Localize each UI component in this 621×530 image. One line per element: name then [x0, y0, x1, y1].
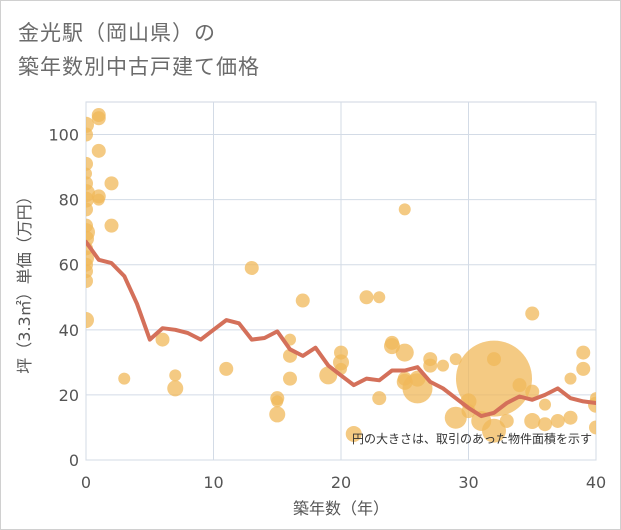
bubble-point	[525, 384, 540, 399]
x-tick-label: 10	[203, 473, 223, 492]
bubble-point	[167, 380, 184, 397]
title-line-2: 築年数別中古戸建て価格	[18, 55, 260, 79]
bubble-point	[437, 359, 449, 372]
bubble-point	[86, 312, 94, 329]
y-tick-label: 40	[59, 321, 79, 340]
bubble-point	[86, 202, 93, 217]
bubble-point	[384, 338, 400, 355]
bubble-point	[283, 371, 297, 386]
bubble-point	[92, 193, 105, 206]
bubble-point	[155, 332, 170, 347]
bubble-point	[169, 369, 182, 382]
x-axis-title: 築年数（年）	[293, 499, 389, 518]
title-line-1: 金光駅（岡山県）の	[18, 21, 216, 45]
y-tick-label: 80	[59, 191, 79, 210]
bubble-point	[563, 410, 578, 425]
bubble-point	[444, 406, 467, 429]
bubble-point	[550, 413, 565, 428]
bubble-point	[359, 290, 374, 305]
x-tick-label: 0	[81, 473, 91, 492]
bubble-point	[91, 143, 106, 158]
bubble-point	[512, 378, 527, 393]
bubble-point	[564, 372, 577, 385]
bubble-point	[345, 425, 362, 442]
bubble-point	[269, 406, 286, 423]
bubble-point	[449, 353, 462, 366]
bubble-point	[538, 417, 552, 432]
bubble-point	[539, 398, 551, 411]
bubble-point	[104, 218, 119, 233]
x-tick-label: 40	[586, 473, 606, 492]
bubble-point	[482, 418, 506, 443]
bubble-point	[524, 412, 541, 429]
bubble-point	[91, 111, 106, 126]
bubble-point	[244, 260, 259, 275]
y-tick-label: 0	[69, 451, 79, 470]
bubble-point	[86, 127, 93, 142]
y-tick-label: 20	[59, 386, 79, 405]
bubble-point	[589, 420, 596, 435]
bubble-point	[295, 293, 310, 308]
x-tick-labels: 0 10 20 30 40	[81, 473, 606, 492]
bubble-point	[372, 391, 387, 406]
bubble-point	[86, 156, 93, 171]
chart-title: 金光駅（岡山県）の 築年数別中古戸建て価格	[18, 16, 260, 84]
x-tick-label: 20	[331, 473, 351, 492]
y-tick-labels: 0 20 40 60 80 100	[48, 126, 79, 470]
bubble-point	[118, 372, 131, 385]
bubble-point	[525, 306, 540, 321]
y-tick-label: 60	[59, 256, 79, 275]
bubble-point	[576, 345, 591, 360]
average-price-line	[86, 239, 596, 419]
bubble-point	[86, 274, 93, 288]
bubble-point	[373, 291, 386, 304]
bubble-point	[104, 176, 119, 191]
bubble-point	[398, 203, 411, 216]
x-tick-label: 30	[458, 473, 478, 492]
bubble-point	[219, 361, 234, 376]
bubble-point	[487, 352, 501, 367]
bubble-point	[395, 343, 414, 362]
bubble-point	[423, 358, 438, 373]
average-line-layer	[86, 239, 596, 419]
size-note: 円の大きさは、取引のあった物件面積を示す	[352, 431, 592, 446]
bubble-point	[271, 395, 284, 408]
bubble-point	[499, 413, 514, 428]
y-tick-label: 100	[48, 126, 79, 145]
bubble-point	[576, 361, 591, 376]
y-axis-title: 坪（3.3㎡）単価（万円）	[15, 188, 34, 373]
